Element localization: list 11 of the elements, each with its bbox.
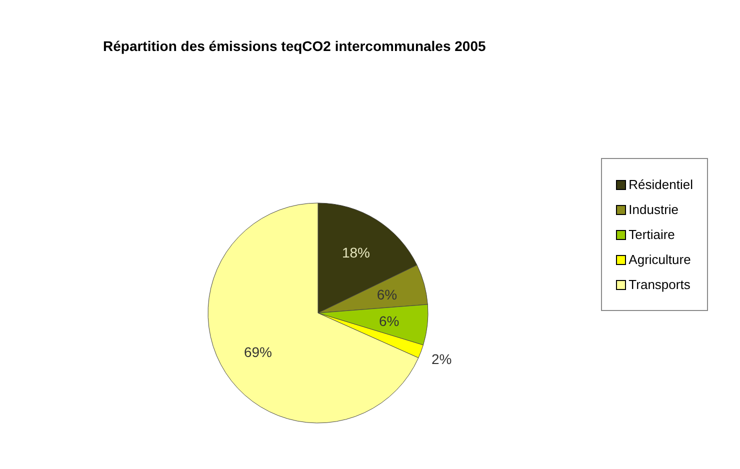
- legend-label: Résidentiel: [628, 177, 693, 192]
- data-label: 18%: [342, 244, 370, 260]
- legend-label: Agriculture: [628, 252, 691, 267]
- chart-title: Répartition des émissions teqCO2 intercommunales 2005: [103, 38, 486, 54]
- legend-label: Industrie: [628, 202, 679, 217]
- data-label: 2%: [432, 351, 452, 368]
- data-label: 69%: [244, 344, 272, 360]
- legend-label: Tertiaire: [628, 227, 675, 242]
- data-label: 6%: [376, 286, 398, 302]
- legend-label: Transports: [628, 277, 690, 292]
- data-label: 6%: [378, 312, 400, 329]
